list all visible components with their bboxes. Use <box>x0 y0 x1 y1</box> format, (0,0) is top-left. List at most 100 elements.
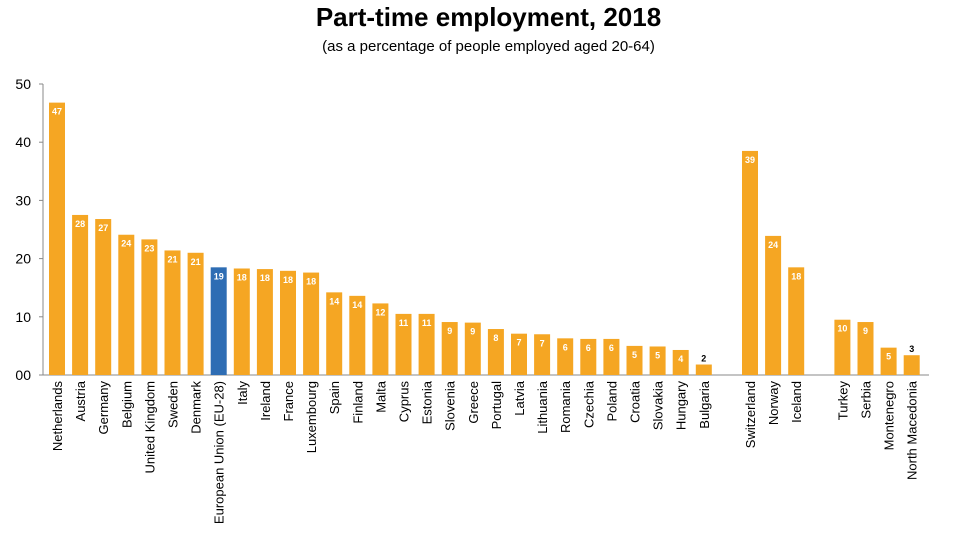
x-tick-label: Norway <box>766 381 781 426</box>
data-label: 18 <box>283 275 293 285</box>
bar <box>164 250 181 375</box>
data-label: 24 <box>768 240 778 250</box>
y-tick-label: 50 <box>15 76 31 92</box>
bar <box>187 252 204 375</box>
bar <box>95 219 112 375</box>
x-tick-label: Malta <box>373 380 388 413</box>
data-label: 18 <box>237 272 247 282</box>
data-label: 4 <box>678 354 683 364</box>
data-label: 7 <box>540 338 545 348</box>
bar <box>857 322 874 375</box>
data-label: 3 <box>909 344 914 354</box>
data-label: 11 <box>422 318 432 328</box>
bar <box>395 313 412 375</box>
x-tick-label: Montenegro <box>882 381 897 450</box>
data-label: 23 <box>144 243 154 253</box>
bar <box>280 270 296 375</box>
data-label: 28 <box>75 219 85 229</box>
x-tick-label: Romania <box>558 380 573 433</box>
x-tick-label: Austria <box>73 380 88 421</box>
data-label: 9 <box>470 327 475 337</box>
data-label: 12 <box>375 307 385 317</box>
bar <box>256 269 273 375</box>
data-label: 18 <box>791 271 801 281</box>
x-tick-label: Estonia <box>420 380 435 424</box>
x-tick-label: Portugal <box>489 381 504 430</box>
data-label: 24 <box>121 239 131 249</box>
x-tick-label: Slovenia <box>443 380 458 431</box>
x-tick-label: Denmark <box>189 381 204 434</box>
bar <box>765 235 782 375</box>
bars <box>49 102 920 376</box>
x-tick-label: Greece <box>466 381 481 424</box>
data-label: 2 <box>701 354 706 364</box>
data-label: 8 <box>493 333 498 343</box>
x-tick-label: Lithuania <box>535 380 550 434</box>
data-label: 10 <box>837 324 847 334</box>
chart-subtitle: (as a percentage of people employed aged… <box>322 38 655 55</box>
x-tick-label: Turkey <box>835 381 850 421</box>
data-label: 14 <box>352 300 362 310</box>
x-tick-label: Latvia <box>512 380 527 415</box>
x-tick-label: Croatia <box>628 380 643 423</box>
bar <box>49 102 65 376</box>
x-tick-label: Slovakia <box>651 380 666 430</box>
x-tick-label: Cyprus <box>397 381 412 423</box>
bar <box>695 364 712 375</box>
category-labels: Netherlands Austria Germany Belgium United K… <box>50 380 920 524</box>
y-tick-label: 40 <box>15 134 31 150</box>
data-label: 21 <box>167 254 177 264</box>
data-label: 5 <box>886 352 891 362</box>
bar <box>303 272 320 375</box>
x-tick-label: Iceland <box>789 381 804 423</box>
data-label: 7 <box>516 338 521 348</box>
data-label: 21 <box>191 257 201 267</box>
x-tick-label: Germany <box>96 381 111 435</box>
bar <box>487 329 504 375</box>
data-label: 39 <box>745 155 755 165</box>
bar <box>511 333 527 375</box>
data-label: 6 <box>586 343 591 353</box>
bar <box>210 267 227 375</box>
data-label: 18 <box>260 273 270 283</box>
bar <box>464 322 481 375</box>
y-tick-label: 00 <box>15 367 31 383</box>
bar <box>534 334 551 375</box>
data-label: 9 <box>447 326 452 336</box>
x-tick-label: Belgium <box>119 381 134 428</box>
x-tick-label: Bulgaria <box>697 380 712 428</box>
bar <box>441 322 458 375</box>
bar <box>372 303 389 375</box>
x-tick-label: Switzerland <box>743 381 758 448</box>
bar <box>649 346 666 375</box>
chart-title: Part-time employment, 2018 <box>315 2 662 32</box>
data-label: 18 <box>306 277 316 287</box>
x-tick-label: Czechia <box>581 380 596 428</box>
data-label: 19 <box>214 271 224 281</box>
data-label: 5 <box>655 350 660 360</box>
x-tick-label: Netherlands <box>50 381 65 452</box>
x-tick-label: Poland <box>604 381 619 421</box>
x-tick-label: Spain <box>327 381 342 414</box>
x-tick-label: North Macedonia <box>905 380 920 480</box>
bar <box>418 313 435 375</box>
bar <box>742 150 758 375</box>
x-tick-label: Hungary <box>674 381 689 431</box>
bar <box>349 295 366 375</box>
x-tick-label: United Kingdom <box>142 381 157 474</box>
data-label: 6 <box>563 342 568 352</box>
data-label: 27 <box>98 223 108 233</box>
bar <box>788 267 805 375</box>
x-tick-label: Serbia <box>859 380 874 418</box>
x-tick-label: Luxembourg <box>304 381 319 453</box>
x-tick-label: Finland <box>350 381 365 424</box>
bar <box>118 234 135 375</box>
data-label: 5 <box>632 350 637 360</box>
bar <box>603 338 620 375</box>
x-tick-label: France <box>281 381 296 421</box>
bar <box>72 214 89 375</box>
bar <box>903 355 920 375</box>
bar <box>326 292 343 375</box>
